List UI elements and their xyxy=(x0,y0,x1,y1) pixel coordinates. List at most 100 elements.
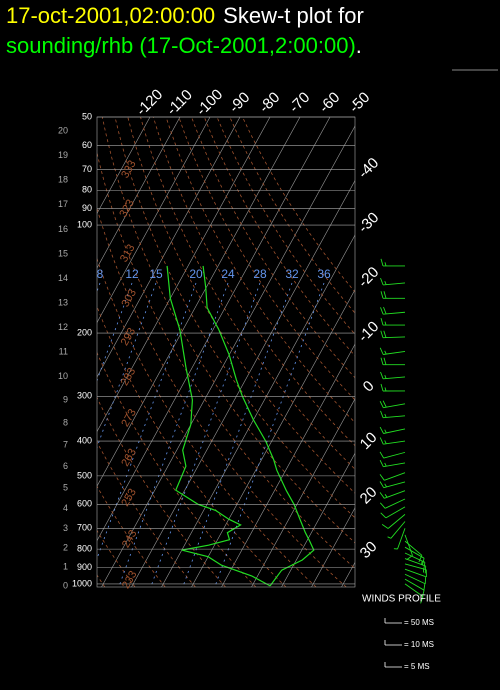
mixing-ratio-label: 8 xyxy=(97,267,104,281)
dry-adiabat xyxy=(229,117,355,314)
temperature-label: -10 xyxy=(355,318,382,345)
height-label: 6 xyxy=(63,461,68,471)
wind-barb xyxy=(404,573,426,591)
mixing-ratio-line xyxy=(214,282,325,587)
dry-adiabat xyxy=(114,117,355,519)
height-label: 20 xyxy=(58,126,68,136)
wind-barb xyxy=(380,306,406,315)
dry-adiabat xyxy=(127,117,355,494)
dry-adiabat xyxy=(97,207,347,587)
subtitle: sounding/rhb (17-Oct-2001,2:00:00) xyxy=(6,33,356,58)
isotherm xyxy=(191,289,355,587)
wind-barb xyxy=(404,563,427,578)
wind-barb xyxy=(380,291,406,299)
temperature-label: -120 xyxy=(133,86,166,119)
temperature-label: -40 xyxy=(355,155,382,182)
dry-adiabat xyxy=(97,396,226,587)
dry-adiabat-label: 243 xyxy=(120,528,140,550)
dry-adiabat xyxy=(97,257,317,587)
legend-symbol xyxy=(384,640,402,646)
temperature-label: -90 xyxy=(226,89,253,116)
isotherm xyxy=(97,117,271,433)
title-line: 17-oct-2001,02:00:00 Skew-t plot for xyxy=(6,3,364,28)
isotherm xyxy=(341,561,355,587)
wind-barb xyxy=(379,490,406,499)
pressure-label: 90 xyxy=(82,203,92,213)
isotherm xyxy=(311,507,355,587)
height-label: 4 xyxy=(63,503,68,513)
dry-adiabat xyxy=(101,117,355,544)
legend-label: = 10 MS xyxy=(404,640,434,649)
dry-adiabat-label: 313 xyxy=(118,242,138,264)
mixing-ratio-label: 20 xyxy=(189,267,203,281)
height-label: 19 xyxy=(58,150,68,160)
wind-barb xyxy=(379,451,406,459)
height-label: 1 xyxy=(63,562,68,572)
wind-barb xyxy=(380,506,406,519)
dry-adiabat-label: 273 xyxy=(119,407,139,429)
mixing-ratio-label: 15 xyxy=(149,267,163,281)
dry-adiabat-label: 333 xyxy=(119,158,139,180)
wind-barb xyxy=(393,528,406,550)
height-label: 11 xyxy=(59,347,68,357)
pressure-label: 50 xyxy=(82,111,92,121)
pressure-label: 300 xyxy=(77,391,92,401)
temperature-label: -20 xyxy=(355,264,382,291)
dry-adiabat xyxy=(216,117,355,335)
pressure-label: 400 xyxy=(77,435,92,445)
height-label: 16 xyxy=(58,224,68,234)
height-label: 10 xyxy=(58,371,68,381)
wind-barb xyxy=(379,498,406,509)
temperature-label: 0 xyxy=(360,377,378,395)
height-label: 9 xyxy=(63,394,68,404)
wind-barb xyxy=(380,330,406,339)
height-label: 0 xyxy=(63,580,68,590)
dry-adiabat xyxy=(178,117,355,401)
wind-barb xyxy=(380,357,406,366)
wind-barb xyxy=(379,437,406,445)
height-label: 17 xyxy=(58,199,68,209)
dry-adiabat xyxy=(97,351,257,587)
dry-adiabat xyxy=(165,117,355,424)
wind-barb xyxy=(404,546,425,566)
dry-adiabat xyxy=(140,117,355,470)
mixing-ratio-line xyxy=(150,282,261,587)
isotherm xyxy=(101,125,355,587)
dry-adiabat-label: 233 xyxy=(120,569,140,591)
pressure-label: 70 xyxy=(82,164,92,174)
wind-barb xyxy=(379,400,406,409)
isotherm xyxy=(97,117,241,378)
temperature-label: -70 xyxy=(286,89,313,116)
dry-adiabat-label: 283 xyxy=(119,366,139,388)
height-label: 3 xyxy=(63,523,68,533)
dry-adiabat xyxy=(97,151,355,569)
wind-barb xyxy=(380,277,406,286)
isotherm xyxy=(131,180,355,587)
isotherm xyxy=(97,117,331,542)
temperature-label: -100 xyxy=(193,86,226,119)
dry-adiabat-label: 253 xyxy=(119,487,139,509)
isotherm xyxy=(221,343,355,587)
isotherm xyxy=(251,398,355,587)
legend-title: WINDS PROFILE xyxy=(362,594,441,605)
wind-barb xyxy=(379,472,406,481)
title-time: 17-oct-2001,02:00:00 xyxy=(6,3,215,28)
wind-barb xyxy=(380,317,406,326)
dry-adiabat xyxy=(191,117,355,379)
legend-label: = 5 MS xyxy=(404,662,430,671)
mixing-ratio-label: 36 xyxy=(317,267,331,281)
pressure-label: 600 xyxy=(77,499,92,509)
legend-label: = 50 MS xyxy=(404,618,434,627)
wind-barb xyxy=(404,583,424,604)
pressure-label: 700 xyxy=(77,523,92,533)
temperature-label: -50 xyxy=(346,89,373,116)
temperature-label: -60 xyxy=(316,89,343,116)
height-label: 8 xyxy=(63,417,68,427)
profile-temperature xyxy=(202,265,315,587)
pressure-label: 80 xyxy=(82,185,92,195)
dry-adiabat xyxy=(97,305,287,587)
temperature-label: -80 xyxy=(256,89,283,116)
height-label: 14 xyxy=(58,273,68,283)
temperature-label: 20 xyxy=(357,484,381,508)
